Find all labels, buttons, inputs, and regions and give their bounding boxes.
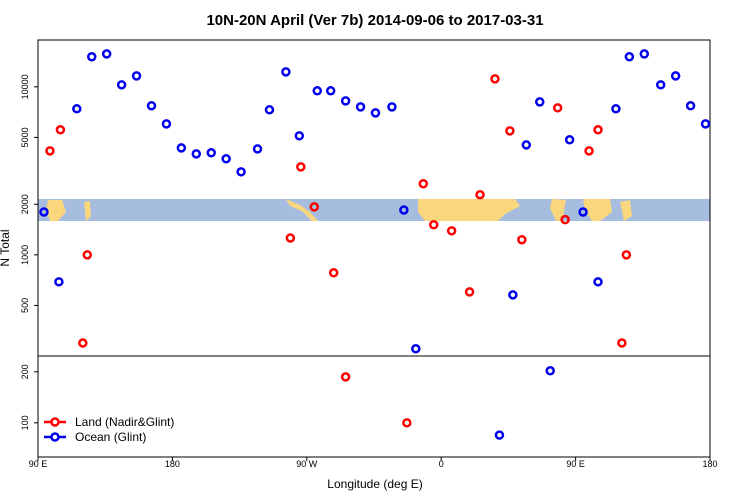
point [146,101,157,111]
chart-title: 10N-20N April (Ver 7b) 2014-09-06 to 201… [206,12,543,29]
point [370,108,381,118]
point [655,80,666,90]
x-tick-label: 180 [702,459,717,469]
point [411,344,421,354]
point [446,226,457,236]
point [545,366,555,376]
point [505,126,515,136]
point [131,71,142,81]
point [584,146,594,156]
y-tick-label: 200 [20,364,30,379]
point [402,418,412,428]
point [78,338,88,348]
point [296,162,306,172]
point [535,97,545,107]
point [87,52,97,62]
point [281,67,291,77]
point [552,103,563,113]
point [578,207,588,217]
point [191,149,202,159]
point [206,148,216,158]
point [340,372,351,382]
point [560,214,570,225]
point [490,74,500,84]
point [593,125,603,135]
point [294,131,305,141]
map-band [38,199,710,221]
point [521,140,532,150]
point [55,125,66,135]
legend-marker [50,432,60,442]
point [399,205,409,215]
point [45,146,55,156]
x-tick-label: 90 W [296,459,318,469]
x-tick-label: 90 E [29,459,48,469]
point [517,234,527,245]
point [624,52,635,62]
point [312,86,323,96]
point [221,154,231,164]
legend-marker [50,417,60,427]
y-tick-label: 10000 [20,74,30,99]
x-tick-label: 180 [165,459,180,469]
point [252,144,263,154]
x-axis-label: Longitude (deg E) [327,477,422,491]
point [82,250,93,260]
point [340,96,351,106]
y-axis-label: N Total [0,229,12,266]
point [72,104,82,114]
point [54,277,64,287]
point [670,71,681,81]
point [639,49,650,59]
point [428,220,439,230]
point [617,338,627,348]
point [264,105,275,115]
y-tick-label: 5000 [20,127,30,147]
x-tick-label: 0 [439,459,444,469]
point [494,430,505,440]
point [325,86,336,96]
point [176,143,187,153]
point [700,119,711,129]
point [475,189,485,200]
legend-label: Land (Nadir&Glint) [75,415,174,429]
point [593,277,603,287]
point [685,101,696,111]
legend-label: Ocean (Glint) [75,430,146,444]
point [418,178,429,189]
point [309,202,320,212]
point [285,233,296,243]
point [564,135,575,145]
y-tick-label: 100 [20,415,30,430]
point [464,287,475,297]
point [328,268,339,278]
point [101,49,112,59]
y-tick-label: 2000 [20,194,30,214]
point [508,290,518,300]
point [355,102,366,112]
point [387,102,397,112]
point [611,104,621,114]
plot-frame [37,39,711,458]
point [161,119,172,129]
point [621,250,632,260]
point [116,80,127,90]
y-tick-label: 1000 [20,245,30,265]
point [236,167,246,177]
x-tick-label: 90 E [566,459,585,469]
y-tick-label: 500 [20,298,30,313]
point [39,207,49,217]
